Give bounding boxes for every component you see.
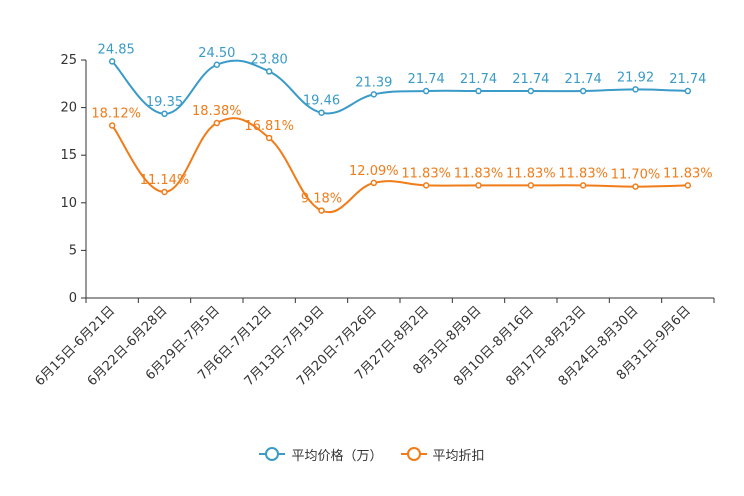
data-label: 11.14% [140, 173, 190, 188]
data-point [684, 87, 692, 95]
data-point [265, 68, 273, 75]
data-label: 18.38% [192, 104, 242, 119]
data-point [370, 91, 378, 98]
data-label: 21.39 [355, 75, 392, 90]
y-tick-label: 10 [60, 196, 77, 211]
y-tick-label: 25 [60, 53, 77, 68]
data-label: 21.92 [617, 70, 654, 85]
data-label: 23.80 [251, 52, 288, 67]
data-label: 21.74 [669, 72, 706, 87]
data-label: 12.09% [349, 164, 399, 179]
data-label: 21.74 [512, 72, 549, 87]
data-point [684, 182, 692, 189]
data-point [108, 122, 116, 129]
data-point [632, 86, 639, 93]
data-point [422, 87, 430, 95]
data-point [527, 87, 535, 95]
data-point [161, 110, 168, 118]
data-point [579, 182, 587, 189]
data-label: 11.70% [611, 168, 661, 183]
y-tick-label: 20 [60, 101, 77, 116]
data-point [475, 182, 482, 189]
data-label: 24.50 [198, 46, 235, 61]
data-label: 11.83% [454, 166, 504, 181]
data-label: 11.83% [506, 166, 556, 181]
data-label: 18.12% [91, 106, 141, 121]
legend-label-price: 平均价格（万） [291, 448, 383, 464]
data-label: 24.85 [98, 42, 135, 57]
data-point [422, 182, 430, 189]
y-tick-label: 15 [60, 148, 77, 163]
legend-label-discount: 平均折扣 [432, 448, 485, 464]
legend-item-price[interactable]: 平均价格（万） [259, 445, 383, 464]
data-point [370, 179, 378, 187]
data-label: 19.46 [303, 94, 340, 109]
data-label: 19.35 [146, 95, 183, 110]
legend-line-circle-icon [400, 447, 427, 461]
data-label: 11.83% [558, 166, 608, 181]
data-label: 21.74 [408, 72, 445, 87]
data-point [475, 87, 482, 95]
data-point [318, 109, 325, 116]
y-tick-label: 0 [69, 291, 77, 306]
series-line [111, 117, 688, 214]
data-point [265, 134, 273, 142]
legend: 平均价格（万） 平均折扣 [0, 444, 744, 464]
data-label: 16.81% [244, 119, 294, 134]
data-label: 21.74 [460, 72, 497, 87]
data-point [318, 207, 325, 214]
data-point [213, 119, 221, 127]
data-point [632, 183, 639, 190]
data-label: 9.18% [301, 192, 342, 207]
legend-line-circle-icon [259, 447, 286, 461]
data-label: 11.83% [663, 166, 713, 181]
data-point [213, 61, 221, 69]
data-point [161, 188, 168, 196]
data-label: 11.83% [401, 166, 451, 181]
data-point [579, 87, 587, 95]
data-label: 21.74 [565, 72, 602, 87]
data-point [108, 58, 116, 65]
legend-item-discount[interactable]: 平均折扣 [400, 445, 485, 464]
data-point [527, 182, 535, 189]
y-tick-label: 5 [69, 243, 77, 258]
